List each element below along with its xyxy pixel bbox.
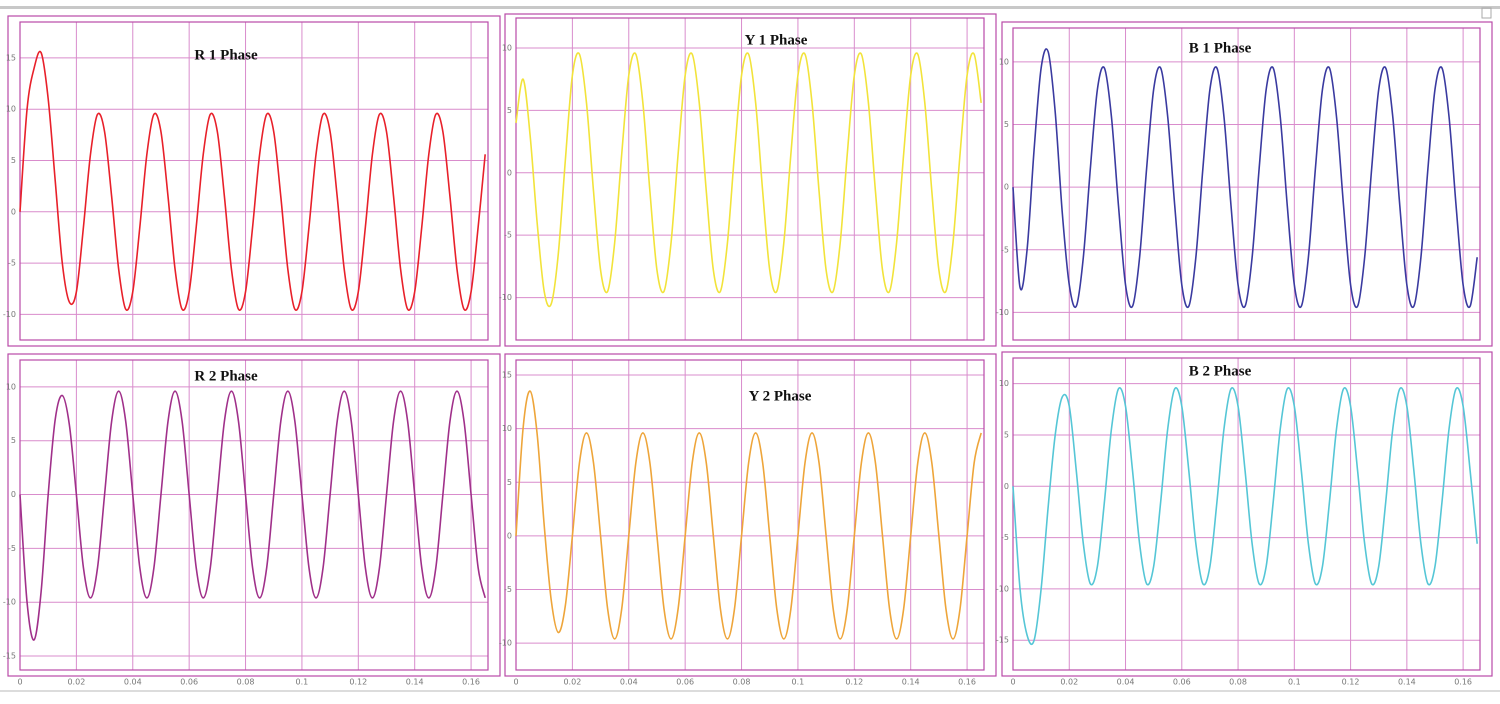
plot-area xyxy=(515,359,985,671)
chart-title: R 2 Phase xyxy=(194,368,258,384)
signal-line xyxy=(19,390,486,641)
x-tick-label: 0.1 xyxy=(792,678,805,687)
plot-area xyxy=(515,17,985,341)
y-tick-label: 10 xyxy=(502,424,512,433)
x-tick-label: 0.02 xyxy=(1060,678,1078,687)
window-edge xyxy=(0,6,1500,9)
chart-title: Y 1 Phase xyxy=(745,32,808,48)
y-tick-label: 5 xyxy=(11,436,16,445)
x-tick-label: 0.06 xyxy=(1173,678,1191,687)
plot-area xyxy=(1012,27,1481,341)
x-tick-label: 0.06 xyxy=(676,678,694,687)
x-tick-label: 0.14 xyxy=(902,678,920,687)
y-tick-label: 0 xyxy=(1004,183,1009,192)
signal-line xyxy=(1012,387,1478,646)
signal-line xyxy=(515,390,982,640)
x-tick-label: 0.02 xyxy=(563,678,581,687)
chart-title: R 1 Phase xyxy=(194,47,258,63)
plot-area xyxy=(19,21,489,341)
plot-area xyxy=(1012,357,1481,671)
x-tick-label: 0.04 xyxy=(620,678,638,687)
chart-title: B 2 Phase xyxy=(1189,363,1252,379)
y-tick-label: -5 xyxy=(8,259,16,268)
x-tick-label: 0.12 xyxy=(349,678,367,687)
y-tick-label: -10 xyxy=(996,584,1009,593)
x-tick-label: 0.06 xyxy=(180,678,198,687)
y-tick-label: 10 xyxy=(502,43,512,52)
chart-panel: -10 -5 0 5 10 15 R 1 Phase xyxy=(3,15,501,347)
window-control[interactable] xyxy=(1481,7,1492,19)
y-tick-label: 5 xyxy=(1004,430,1009,439)
y-tick-label: 10 xyxy=(999,379,1009,388)
y-tick-label: 5 xyxy=(11,156,16,165)
y-tick-label: 5 xyxy=(507,106,512,115)
chart-panel: -15 -10 -5 0 5 10 0 0.02 0.04 0.06 0.08 0.1 0.12 0.14… xyxy=(996,351,1493,687)
y-tick-label: 10 xyxy=(6,105,16,114)
x-tick-label: 0.02 xyxy=(67,678,85,687)
x-tick-label: 0 xyxy=(17,678,22,687)
y-tick-label: -15 xyxy=(3,652,16,661)
signal-line xyxy=(515,52,982,308)
chart-panel: -10 -5 0 5 10 15 0 0.02 0.04 0.06 0.08 0.1 0.12 0.14 0… xyxy=(499,353,997,687)
x-tick-label: 0 xyxy=(1010,678,1015,687)
status-edge xyxy=(0,690,1500,692)
y-tick-label: 0 xyxy=(1004,482,1009,491)
x-tick-label: 0.16 xyxy=(958,678,976,687)
signal-line xyxy=(1012,48,1478,309)
chart-title: B 1 Phase xyxy=(1189,40,1252,56)
y-tick-label: -10 xyxy=(3,310,16,319)
y-tick-label: -10 xyxy=(499,639,512,648)
y-tick-label: -5 xyxy=(504,231,512,240)
y-tick-label: -10 xyxy=(996,308,1009,317)
x-tick-label: 0.04 xyxy=(1117,678,1135,687)
x-tick-label: 0.1 xyxy=(1288,678,1301,687)
y-tick-label: 0 xyxy=(507,168,512,177)
y-tick-label: -5 xyxy=(1001,245,1009,254)
plot-area xyxy=(19,359,489,671)
y-tick-label: 5 xyxy=(507,478,512,487)
x-tick-label: 0.16 xyxy=(462,678,480,687)
x-tick-label: 0.08 xyxy=(1229,678,1247,687)
chart-panel: -10 -5 0 5 10 B 1 Phase xyxy=(996,21,1493,347)
x-tick-label: 0.12 xyxy=(1342,678,1360,687)
panel-frame xyxy=(7,353,501,677)
x-tick-label: 0.14 xyxy=(1398,678,1416,687)
y-tick-label: 0 xyxy=(11,490,16,499)
x-tick-label: 0.14 xyxy=(406,678,424,687)
y-tick-label: 15 xyxy=(6,53,16,62)
x-tick-label: 0 xyxy=(513,678,518,687)
y-tick-label: 0 xyxy=(507,531,512,540)
y-tick-label: -10 xyxy=(499,293,512,302)
y-tick-label: -5 xyxy=(8,544,16,553)
chart-title: Y 2 Phase xyxy=(749,388,812,404)
signal-line xyxy=(19,50,486,311)
y-tick-label: -15 xyxy=(996,636,1009,645)
x-tick-label: 0.04 xyxy=(124,678,142,687)
y-tick-label: 5 xyxy=(1004,120,1009,129)
y-tick-label: -5 xyxy=(504,585,512,594)
panel-frame xyxy=(504,353,997,677)
x-tick-label: 0.16 xyxy=(1454,678,1472,687)
panel-frame xyxy=(504,13,997,347)
y-tick-label: 15 xyxy=(502,371,512,380)
x-tick-label: 0.08 xyxy=(733,678,751,687)
x-tick-label: 0.1 xyxy=(296,678,309,687)
panel-frame xyxy=(7,15,501,347)
chart-panel: -15 -10 -5 0 5 10 0 0.02 0.04 0.06 0.08 0.1 0.12 0.14… xyxy=(3,353,501,687)
y-tick-label: 10 xyxy=(999,57,1009,66)
x-tick-label: 0.08 xyxy=(237,678,255,687)
x-tick-label: 0.12 xyxy=(845,678,863,687)
y-tick-label: 0 xyxy=(11,207,16,216)
panel-frame xyxy=(1001,21,1493,347)
chart-panel: -10 -5 0 5 10 Y 1 Phase xyxy=(499,13,997,347)
panel-frame xyxy=(1001,351,1493,677)
y-tick-label: 10 xyxy=(6,382,16,391)
y-tick-label: -5 xyxy=(1001,533,1009,542)
y-tick-label: -10 xyxy=(3,598,16,607)
